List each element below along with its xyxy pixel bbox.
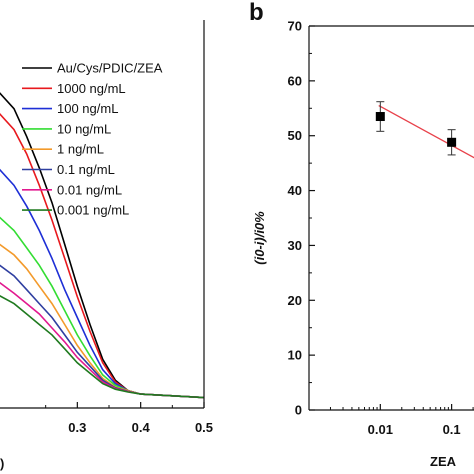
panel-a-x-tick-label: 0.3 [68, 420, 86, 435]
panel-b-y-axis-title: (i0-i)/i0% [252, 211, 267, 265]
panel-b-y-tick-label: 40 [288, 183, 302, 198]
panel-b-y-tick-label: 50 [288, 128, 302, 143]
panel-b-data-point-0 [375, 112, 385, 122]
panel-a-legend: Au/Cys/PDIC/ZEA 1000 ng/mL 100 ng/mL 10 ng/… [22, 61, 163, 218]
panel-b-y-tick-label: 70 [288, 19, 302, 34]
panel-b-inhibition-chart: b 0 10 20 30 40 50 60 70 0.01 0.1 (i0-i)/i0% ZEA [249, 0, 474, 469]
panel-a-legend-entry-5: 0.1 ng/mL [57, 162, 115, 177]
panel-a-legend-entry-4: 1 ng/mL [57, 142, 104, 157]
panel-a-series-line-7 [0, 295, 205, 399]
panel-a-legend-entry-6: 0.01 ng/mL [57, 182, 122, 197]
panel-a-absorbance-chart: 0.3 0.4 0.5 Au/Cys/PDIC/ZEA 1000 ng/mL 100 n… [0, 20, 213, 471]
panel-b-y-tick-label: 0 [295, 403, 302, 418]
panel-a-legend-entry-2: 100 ng/mL [57, 101, 118, 116]
panel-a-legend-entry-1: 1000 ng/mL [57, 81, 126, 96]
panel-a-x-tick-label: 0.4 [132, 420, 151, 435]
panel-a-legend-entry-7: 0.001 ng/mL [57, 203, 129, 218]
panel-a-plot-frame [0, 20, 205, 409]
panel-b-y-tick-label: 30 [288, 238, 302, 253]
panel-b-fit-line [378, 104, 474, 159]
panel-a-legend-entry-3: 10 ng/mL [57, 121, 111, 136]
panel-b-y-tick-label: 10 [288, 348, 302, 363]
panel-b-x-tick-label: 0.1 [443, 422, 461, 437]
panel-b-y-tick-label: 20 [288, 293, 302, 308]
panel-b-x-ticks: 0.01 0.1 [329, 404, 474, 437]
panel-b-data-points [375, 101, 457, 156]
panel-b-label: b [249, 0, 264, 26]
panel-b-y-ticks: 0 10 20 30 40 50 60 70 [288, 19, 315, 418]
panel-a-legend-entry-0: Au/Cys/PDIC/ZEA [57, 61, 163, 76]
panel-a-x-axis-title-fragment: ) [0, 456, 4, 471]
panel-b-data-point-1 [447, 137, 457, 147]
panel-a-x-tick-label: 0.5 [195, 420, 213, 435]
panel-a-x-ticks: 0.3 0.4 0.5 [45, 402, 213, 435]
panel-b-x-axis-title-fragment: ZEA [430, 454, 457, 469]
panel-b-y-tick-label: 60 [288, 73, 302, 88]
panel-b-x-tick-label: 0.01 [368, 422, 393, 437]
